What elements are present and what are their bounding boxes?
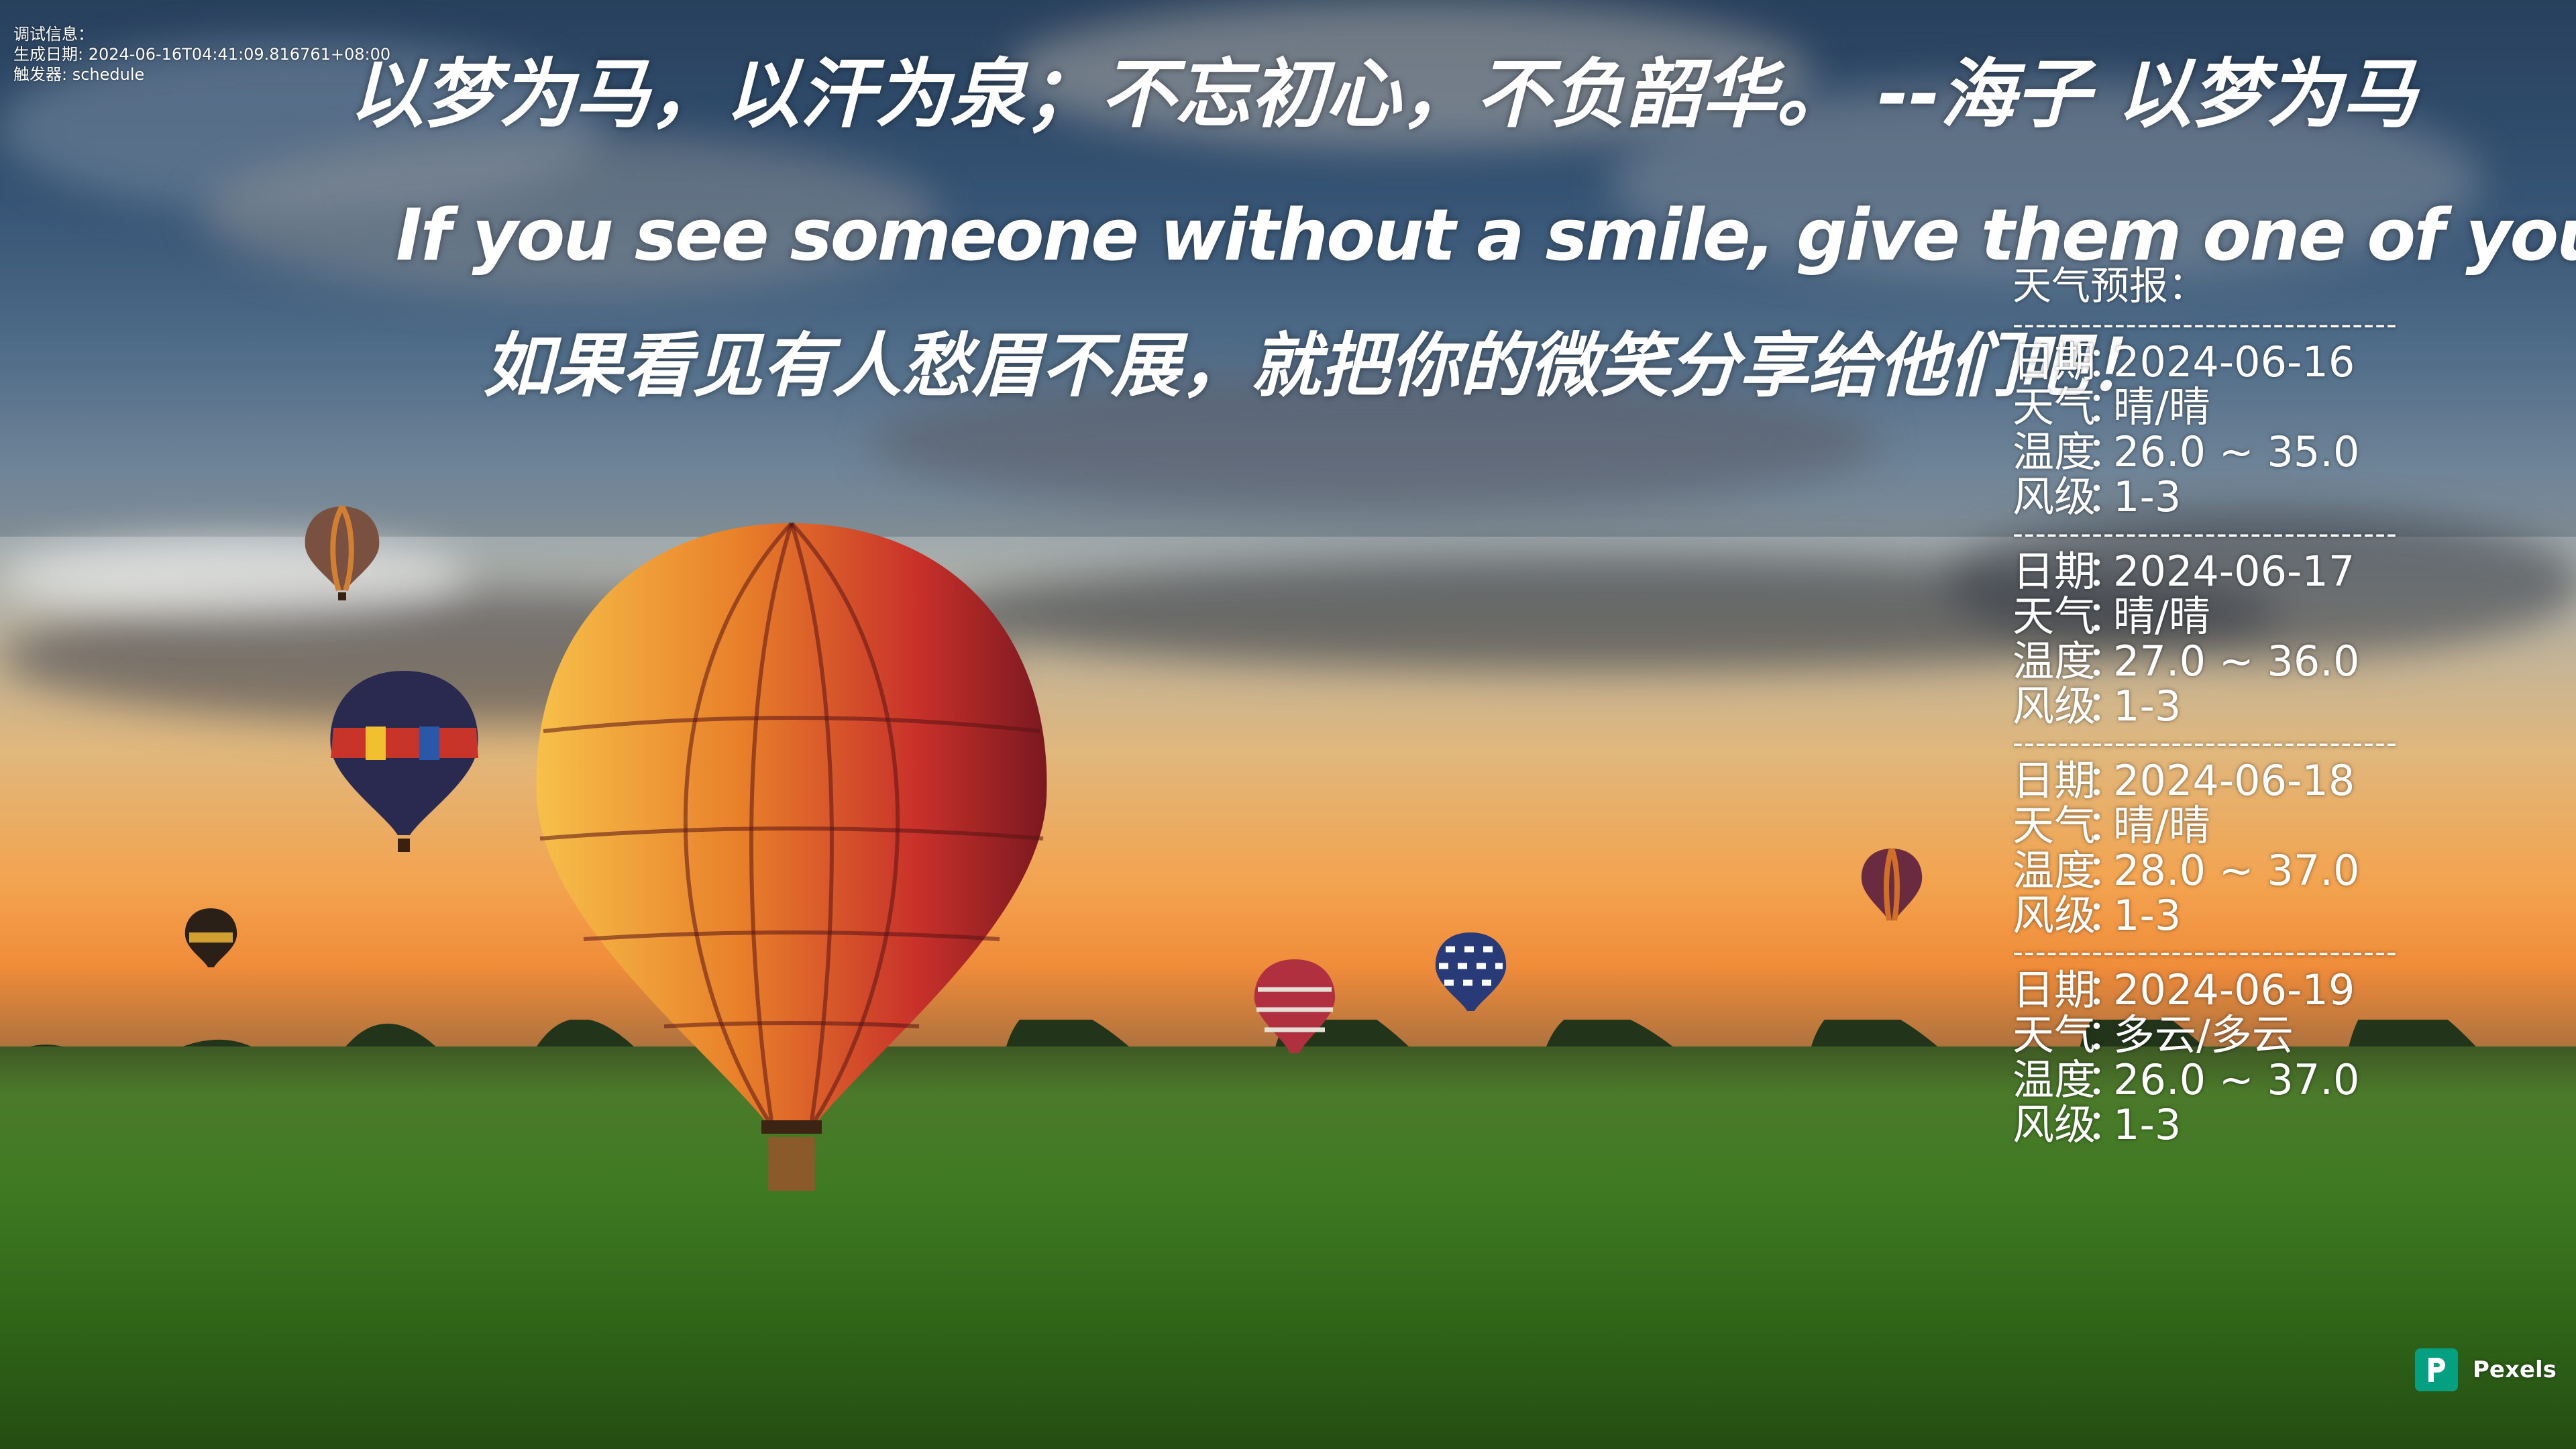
forecast-temp: 26.0 ~ 35.0 (2113, 427, 2360, 476)
forecast-wind: 1-3 (2113, 472, 2182, 521)
cloud (1610, 80, 2482, 282)
quote-translation: 如果看见有人愁眉不展，就把你的微笑分享给他们吧！ (483, 325, 2158, 407)
forecast-wind: 1-3 (2113, 682, 2182, 731)
debug-title: 调试信息： (13, 25, 94, 44)
forecast-date: 2024-06-16 (2113, 337, 2355, 386)
balloon-small (305, 505, 380, 600)
forecast-weather-row: 天气：晴/晴 (2012, 801, 2210, 850)
forecast-day: 日期：2024-06-18 天气：晴/晴 温度：28.0 ~ 37.0 风级：1… (2012, 758, 2442, 938)
forecast-date: 2024-06-19 (2113, 965, 2355, 1014)
cloud (1945, 510, 2576, 657)
forecast-temp: 28.0 ~ 37.0 (2113, 846, 2360, 895)
forecast-weather-row: 天气：晴/晴 (2012, 382, 2210, 431)
forecast-date-row: 日期：2024-06-18 (2012, 756, 2355, 805)
weather-forecast-panel: 天气预报： ----------------------------------… (2012, 262, 2442, 1147)
forecast-wind-row: 风级：1-3 (2012, 682, 2182, 731)
cloud (0, 537, 470, 617)
pexels-credit[interactable]: Pexels (2415, 1348, 2557, 1391)
forecast-date: 2024-06-18 (2113, 756, 2355, 805)
forecast-date-row: 日期：2024-06-16 (2012, 337, 2355, 386)
forecast-temp: 26.0 ~ 37.0 (2113, 1055, 2360, 1104)
forecast-temp-row: 温度：28.0 ~ 37.0 (2012, 846, 2360, 895)
forecast-temp-row: 温度：26.0 ~ 35.0 (2012, 427, 2360, 476)
separator: ---------------------------------- (2012, 729, 2398, 758)
forecast-wind: 1-3 (2113, 891, 2182, 940)
forecast-day: 日期：2024-06-17 天气：晴/晴 温度：27.0 ~ 36.0 风级：1… (2012, 549, 2442, 729)
pexels-logo-icon (2415, 1348, 2458, 1391)
forecast-weather-row: 天气：晴/晴 (2012, 592, 2210, 641)
forecast-date: 2024-06-17 (2113, 547, 2355, 596)
separator: ---------------------------------- (2012, 519, 2398, 549)
cloud (201, 134, 939, 295)
forecast-date-row: 日期：2024-06-19 (2012, 965, 2355, 1014)
cloud (872, 376, 1878, 510)
cloud (1006, 0, 1811, 148)
forecast-weather-row: 天气：多云/多云 (2012, 1010, 2294, 1059)
forecast-weather: 晴/晴 (2113, 592, 2210, 641)
debug-trigger: 触发器: schedule (13, 65, 145, 84)
forecast-weather: 多云/多云 (2113, 1010, 2294, 1059)
pexels-label: Pexels (2473, 1356, 2557, 1383)
separator: ---------------------------------- (2012, 938, 2398, 967)
balloon-checkered (1435, 932, 1507, 1011)
balloon-right (1861, 847, 1923, 921)
debug-generated-date: 生成日期: 2024-06-16T04:41:09.816761+08:00 (13, 45, 391, 64)
separator: ---------------------------------- (2012, 310, 2398, 339)
quote-english: If you see someone without a smile, give… (396, 194, 2576, 276)
forecast-date-row: 日期：2024-06-17 (2012, 547, 2355, 596)
forecast-wind-row: 风级：1-3 (2012, 891, 2182, 940)
forecast-weather: 晴/晴 (2113, 382, 2210, 431)
balloon-striped (330, 671, 478, 852)
forecast-weather: 晴/晴 (2113, 801, 2210, 850)
forecast-wind-row: 风级：1-3 (2012, 1100, 2182, 1149)
balloon-left (184, 908, 237, 967)
weather-title: 天气预报： (2012, 263, 2208, 309)
forecast-temp-row: 温度：26.0 ~ 37.0 (2012, 1055, 2360, 1104)
grass-field (0, 1046, 2576, 1449)
forecast-day: 日期：2024-06-16 天气：晴/晴 温度：26.0 ~ 35.0 风级：1… (2012, 339, 2442, 519)
forecast-day: 日期：2024-06-19 天气：多云/多云 温度：26.0 ~ 37.0 风级… (2012, 967, 2442, 1147)
balloon-pink (1254, 959, 1336, 1053)
cloud (0, 40, 604, 215)
debug-info: 调试信息： 生成日期: 2024-06-16T04:41:09.816761+0… (13, 24, 390, 85)
forecast-temp-row: 温度：27.0 ~ 36.0 (2012, 637, 2360, 686)
forecast-wind: 1-3 (2113, 1100, 2182, 1149)
quote-chinese: 以梦为马，以汗为泉；不忘初心，不负韶华。 --海子 以梦为马 (349, 51, 2417, 138)
large-balloon (536, 521, 1047, 1191)
forecast-wind-row: 风级：1-3 (2012, 472, 2182, 521)
forecast-temp: 27.0 ~ 36.0 (2113, 637, 2360, 686)
